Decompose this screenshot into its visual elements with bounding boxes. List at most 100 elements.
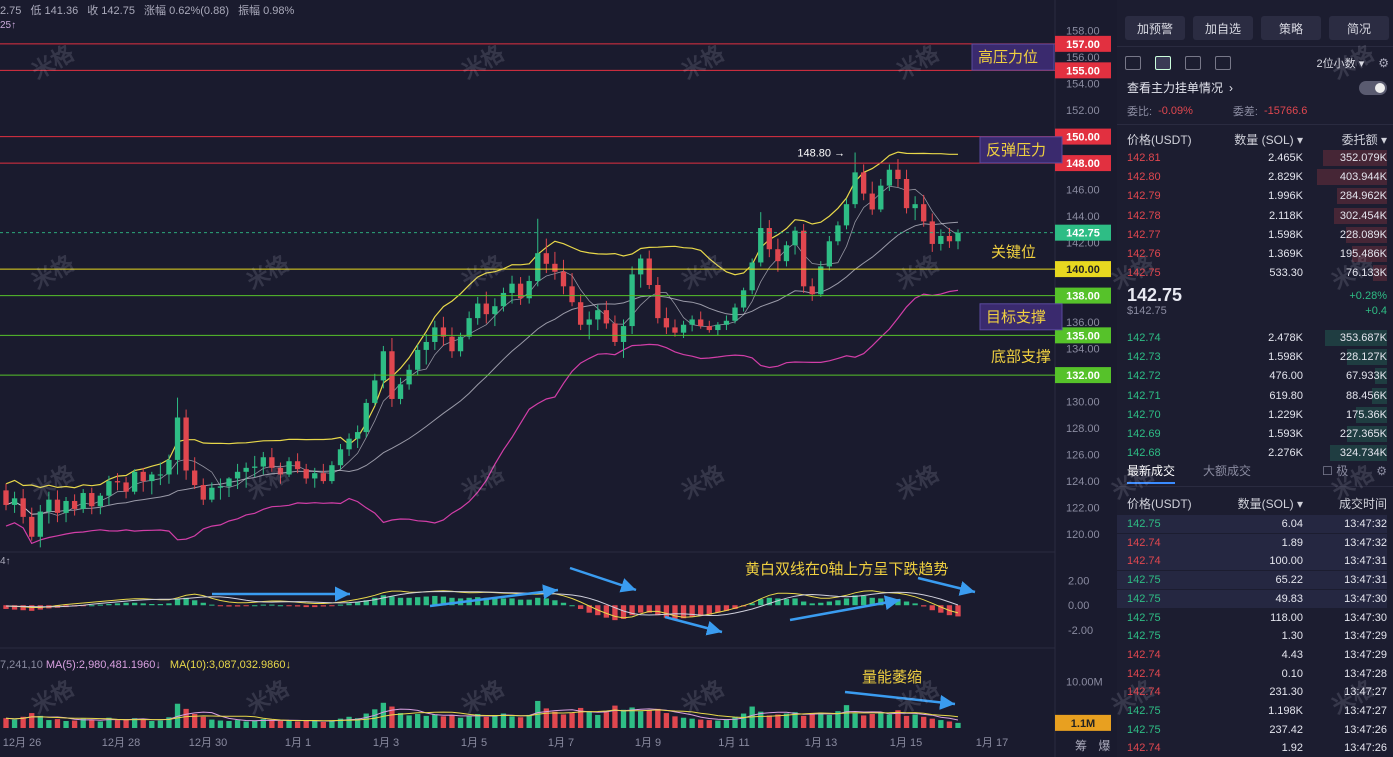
bid-row[interactable]: 142.73 1.598K 228.127K [1117,348,1387,366]
candle-body [29,516,35,537]
volume-bar [723,719,730,728]
volume-bar [166,717,172,728]
settings-icon[interactable]: ⚙ [1378,56,1389,70]
macd-bar [114,603,121,606]
annotation-box [979,303,1063,331]
ask-row[interactable]: 142.79 1.996K 284.962K [1117,187,1387,205]
precision-select[interactable]: 2位小数 ▾ [1316,58,1365,70]
ask-row[interactable]: 142.81 2.465K 352.079K [1117,149,1387,167]
volume-bar [878,712,884,728]
trade-qty-header[interactable]: 数量(SOL) ▾ [1237,497,1303,511]
asks-only-icon[interactable] [1215,56,1231,70]
ask-row[interactable]: 142.80 2.829K 403.944K [1117,168,1387,186]
trade-quantity: 231.30 [1269,686,1303,699]
bids-only-icon[interactable] [1185,56,1201,70]
x-tick-label: 12月 30 [189,737,228,749]
bid-row[interactable]: 142.72 476.00 67.933K [1117,367,1387,385]
volume-bar [106,717,112,728]
volume-bar [921,716,927,728]
ratio-value: -0.09% [1158,105,1193,117]
candle-body [234,471,241,479]
candle-body [758,228,764,263]
amount-header-label: 委托额 [1341,133,1378,147]
volume-bar [54,719,61,728]
volume-bar [440,716,447,728]
split-view-icon[interactable] [1155,56,1171,70]
depth-bar [1371,387,1387,404]
ask-row[interactable]: 142.76 1.369K 195.486K [1117,245,1387,263]
bid-row[interactable]: 142.71 619.80 88.456K [1117,387,1387,405]
qty-header[interactable]: 数量 (SOL) ▾ [1234,133,1303,147]
mainforce-toggle[interactable] [1359,80,1387,95]
ask-row[interactable]: 142.78 2.118K 302.454K [1117,207,1387,225]
macd-bar [80,605,86,607]
strategy-button[interactable]: 策略 [1261,16,1321,40]
bid-row[interactable]: 142.70 1.229K 175.36K [1117,406,1387,424]
add-alert-button[interactable]: 加预警 [1125,16,1185,40]
add-watchlist-button[interactable]: 加自选 [1193,16,1253,40]
both-sides-icon[interactable] [1125,56,1141,70]
volume-bar [826,714,833,728]
candle-body [740,290,747,308]
candle-body [543,253,549,264]
liquidation-tool[interactable]: 爆 [1098,739,1111,753]
volume-bar [560,714,567,728]
tab-large-trades[interactable]: 大额成交 [1203,464,1252,478]
trade-quantity: 1.89 [1281,536,1303,549]
volume-bar [577,707,584,728]
price-tick-label: 130.00 [1066,397,1100,409]
mainforce-row[interactable]: 查看主力挂单情况 › [1127,79,1387,96]
macd-bar [903,601,910,606]
ohlc-amplitude: 振幅 0.98% [238,5,295,17]
bid-row[interactable]: 142.68 2.276K 324.734K [1117,444,1387,462]
overview-button[interactable]: 简况 [1329,16,1389,40]
macd-bar [535,597,541,606]
volume-bar [800,715,807,728]
ask-row[interactable]: 142.77 1.598K 228.089K [1117,226,1387,244]
trade-time: 13:47:30 [1344,611,1387,624]
candle-body [71,500,78,509]
depth-bar [1333,207,1387,224]
order-amount: 403.944K [1339,171,1387,184]
macd-bar [346,603,352,606]
candle-body [500,292,507,307]
volume-bar [389,706,395,728]
candle-body [131,471,138,492]
macd-bar [372,597,378,606]
mainforce-link[interactable]: 查看主力挂单情况 [1127,81,1224,95]
depth-bar [1375,368,1387,385]
volume-bar [758,711,764,728]
tab-extreme-checkbox[interactable]: ☐ 极 [1322,464,1349,478]
trade-price: 142.75 [1127,723,1161,736]
volume-bar [629,707,635,728]
price-tick-label: 136.00 [1066,317,1100,329]
level-tag-label: 155.00 [1066,65,1100,77]
trade-price: 142.74 [1127,555,1161,568]
volume-bar [475,714,481,728]
candle-body [303,469,309,479]
filter-settings-icon[interactable]: ⚙ [1376,463,1387,478]
amount-header[interactable]: 委托额 ▾ [1341,133,1387,147]
bid-row[interactable]: 142.74 2.478K 353.687K [1117,329,1387,347]
ask-row[interactable]: 142.75 533.30 76.133K [1117,264,1387,282]
price-chart[interactable]: 120.00 122.00 124.00 126.00 128.00 130.00 132.… [0,0,1116,757]
trade-qty-header-label: 数量(SOL) [1237,497,1294,511]
candle-body [886,169,893,186]
chart-panel[interactable]: 120.00 122.00 124.00 126.00 128.00 130.00 132.… [0,0,1116,757]
candle-body [174,417,181,460]
order-amount: 195.486K [1339,248,1387,260]
tab-latest-trades[interactable]: 最新成交 [1127,462,1176,484]
chip-tool[interactable]: 筹 [1075,739,1088,753]
macd-bar [835,600,841,606]
trade-price: 142.74 [1127,667,1161,680]
bottom-tools[interactable]: 筹 爆 [1075,737,1110,754]
candle-body [192,470,198,486]
macd-bar [423,596,429,606]
volume-bar [71,720,78,728]
bid-row[interactable]: 142.69 1.593K 227.365K [1117,425,1387,443]
trade-quantity: 118.00 [1270,611,1303,624]
x-tick-label: 1月 11 [718,737,750,749]
volume-bar [252,720,258,728]
level-tag [1055,327,1111,344]
level-tag [1055,155,1111,172]
